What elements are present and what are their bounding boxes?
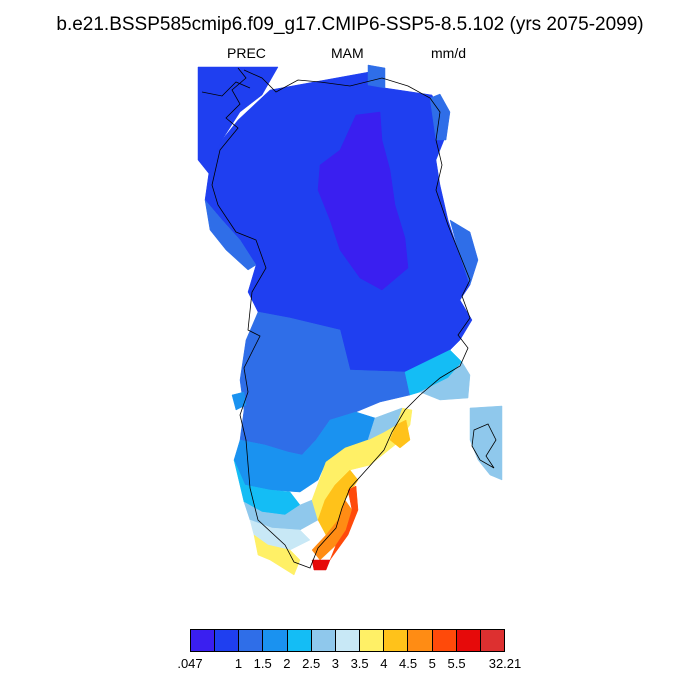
- units-label: mm/d: [431, 45, 466, 61]
- greenland-coastline: [211, 67, 471, 569]
- colorbar-box-0: [191, 630, 216, 651]
- colorbar-label-6: 3.5: [350, 656, 369, 671]
- coastline-inlet-north: [201, 81, 251, 97]
- colorbar-label-4: 2.5: [302, 656, 321, 671]
- precip-region-8: [253, 534, 301, 576]
- colorbar-box-1: [215, 630, 240, 651]
- colorbar-box-10: [432, 630, 457, 651]
- colorbar-box-7: [360, 630, 385, 651]
- map-title: b.e21.BSSP585cmip6.f09_g17.CMIP6-SSP5-8.…: [56, 14, 644, 35]
- variable-label: PREC: [227, 45, 266, 61]
- precip-region-18: [469, 405, 503, 481]
- coastline: [201, 67, 497, 569]
- precip-region-21: [204, 199, 257, 271]
- colorbar-label-5: 3: [331, 656, 339, 671]
- colorbar-box-4: [287, 630, 312, 651]
- colorbar-label-2: 1.5: [253, 656, 272, 671]
- precip-region-2: [317, 111, 409, 291]
- precip-region-15: [367, 407, 403, 441]
- colorbar-label-10: 5.5: [447, 656, 466, 671]
- colorbar-label-9: 5: [428, 656, 436, 671]
- colorbar-label-0: .047: [177, 656, 203, 671]
- colorbar-box-8: [384, 630, 409, 651]
- precip-region-19: [231, 391, 247, 411]
- colorbar-box-2: [239, 630, 264, 651]
- precip-region-14: [389, 419, 411, 449]
- colorbar-label-1: 1: [234, 656, 243, 671]
- precip-region-17: [419, 361, 471, 401]
- precip-region-22: [449, 219, 479, 286]
- colorbar: [190, 629, 505, 652]
- coastline-island-east: [471, 423, 497, 469]
- precip-regions: [197, 64, 503, 576]
- colorbar-label-8: 4.5: [399, 656, 418, 671]
- precip-region-13: [311, 559, 331, 571]
- precip-region-12: [329, 485, 359, 561]
- colorbar-label-7: 4: [380, 656, 388, 671]
- colorbar-label-11: 32.21: [488, 656, 522, 671]
- colorbar-box-11: [456, 630, 481, 651]
- precip-region-20: [367, 64, 386, 89]
- colorbar-box-6: [335, 630, 361, 651]
- colorbar-box-9: [408, 630, 433, 651]
- colorbar-label-3: 2: [283, 656, 291, 671]
- colorbar-box-5: [311, 630, 336, 651]
- season-label: MAM: [331, 45, 364, 61]
- colorbar-box-12: [480, 630, 505, 651]
- colorbar-box-3: [263, 630, 288, 651]
